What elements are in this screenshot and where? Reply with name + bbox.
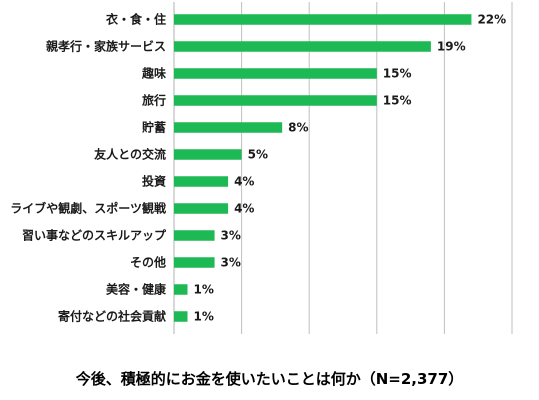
bar <box>174 41 431 52</box>
bar <box>174 122 283 133</box>
data-label: 5% <box>248 148 268 162</box>
data-label: 15% <box>383 94 412 108</box>
bar <box>174 176 229 187</box>
data-label: 3% <box>221 256 241 270</box>
data-label: 1% <box>194 310 214 324</box>
bar <box>174 149 242 160</box>
bar <box>174 95 377 106</box>
data-label: 3% <box>221 229 241 243</box>
value-labels: 22% 19% 15% 15% 8% 5% 4% 4% 3% 3% 1% 1% <box>194 13 507 324</box>
category-label: 友人との交流 <box>93 147 166 162</box>
category-label: 寄付などの社会貢献 <box>58 309 166 324</box>
category-label: 親孝行・家族サービス <box>46 39 166 54</box>
category-label: 趣味 <box>141 66 166 81</box>
bar <box>174 230 215 241</box>
bar <box>174 14 472 25</box>
data-label: 4% <box>234 175 254 189</box>
bar <box>174 68 377 79</box>
category-label: 旅行 <box>142 93 166 108</box>
data-label: 1% <box>194 283 214 297</box>
category-label: ライブや観劇、スポーツ観戦 <box>10 201 167 216</box>
bars <box>174 14 472 322</box>
category-label: 投資 <box>142 174 166 189</box>
data-label: 15% <box>383 67 412 81</box>
data-label: 22% <box>477 13 506 27</box>
category-label: 習い事などのスキルアップ <box>22 228 167 243</box>
category-label: 美容・健康 <box>106 282 167 297</box>
bar <box>174 311 188 322</box>
data-label: 4% <box>234 202 254 216</box>
bar <box>174 257 215 268</box>
bar <box>174 203 229 214</box>
bar <box>174 284 188 295</box>
data-label: 8% <box>288 121 308 135</box>
category-label: その他 <box>130 255 166 270</box>
category-label: 衣・食・住 <box>106 12 166 27</box>
category-label: 貯蓄 <box>142 120 166 135</box>
data-label: 19% <box>437 40 466 54</box>
category-labels: 衣・食・住親孝行・家族サービス趣味旅行貯蓄友人との交流投資ライブや観劇、スポーツ… <box>10 12 167 324</box>
chart-caption: 今後、積極的にお金を使いたいことは何か（N=2,377） <box>75 370 464 388</box>
gridlines <box>173 2 513 334</box>
